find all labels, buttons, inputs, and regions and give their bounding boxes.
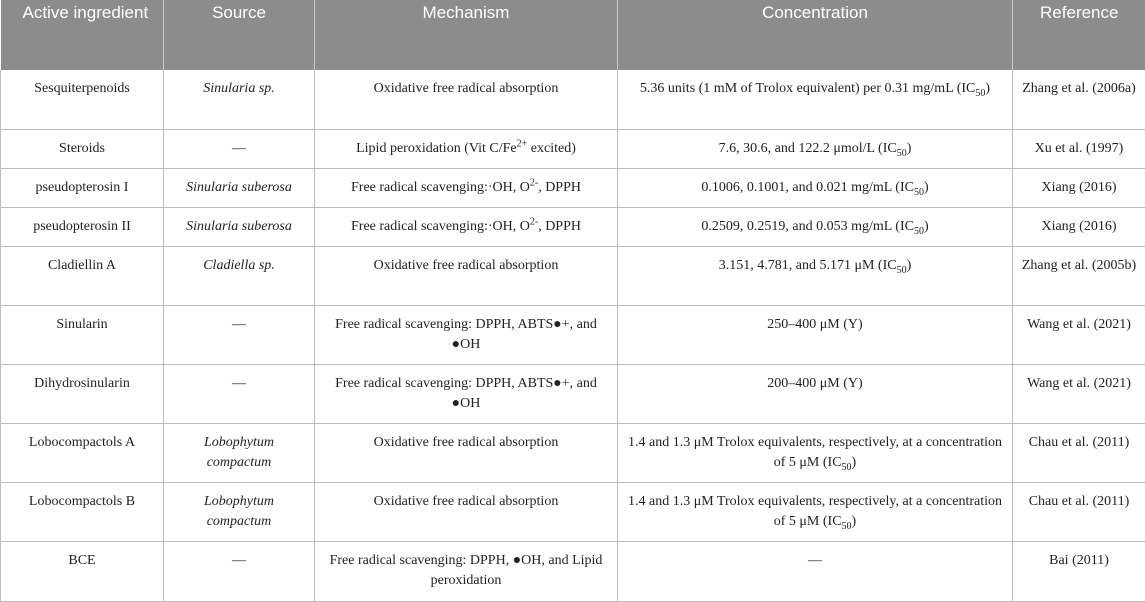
cell-reference: Zhang et al. (2006a): [1013, 70, 1145, 129]
cell-concentration: 1.4 and 1.3 μM Trolox equivalents, respe…: [618, 482, 1013, 541]
cell-concentration: 7.6, 30.6, and 122.2 μmol/L (IC50): [618, 129, 1013, 168]
concentration-text: 1.4 and 1.3 μM Trolox equivalents, respe…: [628, 494, 1002, 529]
header-mechanism: Mechanism: [315, 0, 618, 70]
cell-concentration: 200–400 μM (Y): [618, 364, 1013, 423]
table-row: Steroids — Lipid peroxidation (Vit C/Fe2…: [1, 129, 1145, 168]
cell-reference: Chau et al. (2011): [1013, 423, 1145, 482]
cell-concentration: 0.2509, 0.2519, and 0.053 mg/mL (IC50): [618, 207, 1013, 246]
concentration-subscript: 50: [975, 88, 985, 99]
table-row: Lobocompactols A Lobophytum compactum Ox…: [1, 423, 1145, 482]
table-row: pseudopterosin II Sinularia suberosa Fre…: [1, 207, 1145, 246]
cell-source: Sinularia suberosa: [164, 207, 315, 246]
cell-mechanism: Oxidative free radical absorption: [315, 423, 618, 482]
concentration-end: ): [924, 180, 929, 195]
concentration-text: 7.6, 30.6, and 122.2 μmol/L (IC: [719, 141, 897, 156]
header-row: Active ingredient Source Mechanism Conce…: [1, 0, 1145, 70]
table-row: pseudopterosin I Sinularia suberosa Free…: [1, 168, 1145, 207]
cell-reference: Chau et al. (2011): [1013, 482, 1145, 541]
concentration-subscript: 50: [897, 147, 907, 158]
mechanism-superscript: 2-: [530, 177, 538, 188]
cell-mechanism: Free radical scavenging: DPPH, ABTS●+, a…: [315, 364, 618, 423]
cell-concentration: 1.4 and 1.3 μM Trolox equivalents, respe…: [618, 423, 1013, 482]
concentration-subscript: 50: [842, 461, 852, 472]
cell-source: —: [164, 364, 315, 423]
mechanism-text: Lipid peroxidation (Vit C/Fe: [356, 141, 517, 156]
table-row: Sesquiterpenoids Sinularia sp. Oxidative…: [1, 70, 1145, 129]
cell-mechanism: Free radical scavenging: DPPH, ABTS●+, a…: [315, 305, 618, 364]
cell-concentration: 5.36 units (1 mM of Trolox equivalent) p…: [618, 70, 1013, 129]
cell-ingredient: BCE: [1, 541, 164, 601]
cell-reference: Wang et al. (2021): [1013, 364, 1145, 423]
header-active-ingredient: Active ingredient: [1, 0, 164, 70]
concentration-text: 3.151, 4.781, and 5.171 μM (IC: [719, 258, 897, 273]
cell-source: —: [164, 541, 315, 601]
cell-ingredient: Lobocompactols A: [1, 423, 164, 482]
cell-ingredient: Dihydrosinularin: [1, 364, 164, 423]
cell-concentration: 250–400 μM (Y): [618, 305, 1013, 364]
cell-reference: Xiang (2016): [1013, 168, 1145, 207]
cell-concentration: —: [618, 541, 1013, 601]
concentration-end: ): [852, 455, 857, 470]
cell-ingredient: pseudopterosin I: [1, 168, 164, 207]
concentration-end: ): [907, 141, 912, 156]
cell-concentration: 0.1006, 0.1001, and 0.021 mg/mL (IC50): [618, 168, 1013, 207]
cell-ingredient: Cladiellin A: [1, 246, 164, 305]
cell-reference: Xiang (2016): [1013, 207, 1145, 246]
cell-reference: Bai (2011): [1013, 541, 1145, 601]
cell-mechanism: Free radical scavenging:·OH, O2-, DPPH: [315, 168, 618, 207]
header-concentration: Concentration: [618, 0, 1013, 70]
header-source: Source: [164, 0, 315, 70]
cell-concentration: 3.151, 4.781, and 5.171 μM (IC50): [618, 246, 1013, 305]
cell-ingredient: Lobocompactols B: [1, 482, 164, 541]
table-row: Dihydrosinularin — Free radical scavengi…: [1, 364, 1145, 423]
cell-ingredient: pseudopterosin II: [1, 207, 164, 246]
concentration-end: ): [852, 514, 857, 529]
cell-mechanism: Lipid peroxidation (Vit C/Fe2+ excited): [315, 129, 618, 168]
table-row: Sinularin — Free radical scavenging: DPP…: [1, 305, 1145, 364]
concentration-text: 0.2509, 0.2519, and 0.053 mg/mL (IC: [701, 219, 914, 234]
mechanism-end: excited): [527, 141, 576, 156]
mechanism-end: , DPPH: [538, 219, 581, 234]
concentration-subscript: 50: [842, 520, 852, 531]
cell-source: Cladiella sp.: [164, 246, 315, 305]
cell-source: —: [164, 305, 315, 364]
concentration-text: 1.4 and 1.3 μM Trolox equivalents, respe…: [628, 435, 1002, 470]
mechanism-superscript: 2-: [530, 216, 538, 227]
mechanism-text: Free radical scavenging:·OH, O: [351, 180, 530, 195]
cell-mechanism: Oxidative free radical absorption: [315, 482, 618, 541]
mechanism-superscript: 2+: [517, 138, 528, 149]
cell-ingredient: Steroids: [1, 129, 164, 168]
cell-source: —: [164, 129, 315, 168]
table-row: Lobocompactols B Lobophytum compactum Ox…: [1, 482, 1145, 541]
concentration-subscript: 50: [914, 186, 924, 197]
cell-source: Sinularia sp.: [164, 70, 315, 129]
concentration-subscript: 50: [897, 264, 907, 275]
cell-reference: Xu et al. (1997): [1013, 129, 1145, 168]
table-row: BCE — Free radical scavenging: DPPH, ●OH…: [1, 541, 1145, 601]
cell-source: Sinularia suberosa: [164, 168, 315, 207]
cell-mechanism: Free radical scavenging: DPPH, ●OH, and …: [315, 541, 618, 601]
concentration-text: 0.1006, 0.1001, and 0.021 mg/mL (IC: [701, 180, 914, 195]
concentration-text: 5.36 units (1 mM of Trolox equivalent) p…: [640, 81, 975, 96]
cell-mechanism: Free radical scavenging:·OH, O2-, DPPH: [315, 207, 618, 246]
cell-mechanism: Oxidative free radical absorption: [315, 246, 618, 305]
concentration-end: ): [924, 219, 929, 234]
cell-mechanism: Oxidative free radical absorption: [315, 70, 618, 129]
cell-reference: Wang et al. (2021): [1013, 305, 1145, 364]
cell-ingredient: Sesquiterpenoids: [1, 70, 164, 129]
cell-ingredient: Sinularin: [1, 305, 164, 364]
mechanism-text: Free radical scavenging:·OH, O: [351, 219, 530, 234]
concentration-subscript: 50: [914, 225, 924, 236]
header-reference: Reference: [1013, 0, 1145, 70]
table-row: Cladiellin A Cladiella sp. Oxidative fre…: [1, 246, 1145, 305]
concentration-end: ): [907, 258, 912, 273]
mechanism-end: , DPPH: [538, 180, 581, 195]
cell-source: Lobophytum compactum: [164, 423, 315, 482]
cell-reference: Zhang et al. (2005b): [1013, 246, 1145, 305]
cell-source: Lobophytum compactum: [164, 482, 315, 541]
concentration-end: ): [985, 81, 990, 96]
